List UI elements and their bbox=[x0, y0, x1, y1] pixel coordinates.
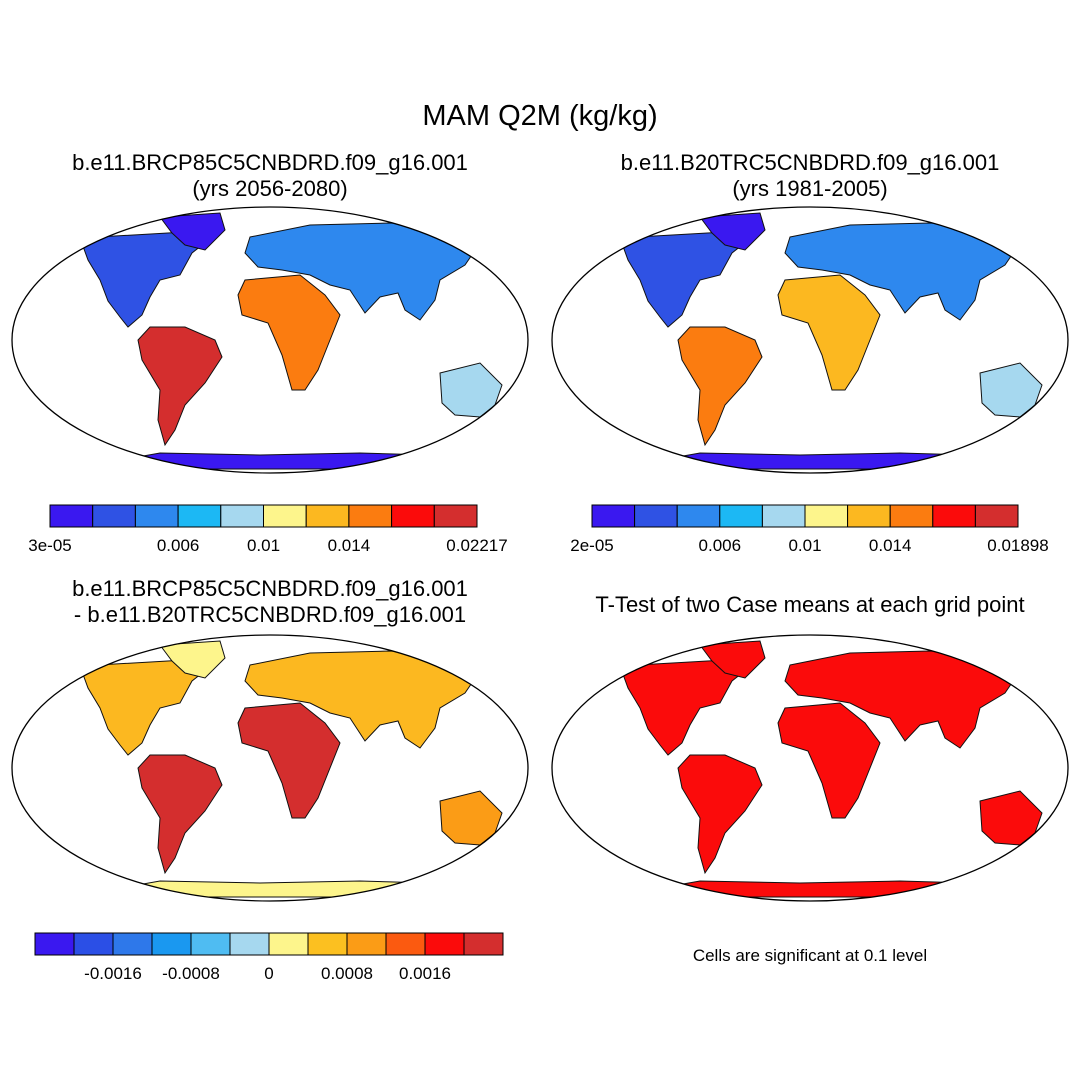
map-ttest bbox=[551, 634, 1069, 902]
panel-title-case1: b.e11.BRCP85C5CNBDRD.f09_g16.001 (yrs 20… bbox=[0, 150, 540, 202]
case1-colorbar-label: 3e-05 bbox=[28, 536, 71, 555]
panel-title-diff-line1: b.e11.BRCP85C5CNBDRD.f09_g16.001 bbox=[72, 576, 468, 601]
diff-colorbar-box bbox=[73, 932, 114, 956]
case2-colorbar-label: 0.01898 bbox=[987, 536, 1048, 555]
panel-title-diff: b.e11.BRCP85C5CNBDRD.f09_g16.001 - b.e11… bbox=[0, 576, 540, 628]
ttest-greenland bbox=[699, 640, 766, 679]
diff-colorbar-box bbox=[424, 932, 465, 956]
panel-title-ttest: T-Test of two Case means at each grid po… bbox=[540, 592, 1080, 618]
panel-title-case2-line1: b.e11.B20TRC5CNBDRD.f09_g16.001 bbox=[620, 150, 1000, 175]
case2-colorbar-box bbox=[974, 504, 1019, 528]
case2-colorbar-box bbox=[591, 504, 636, 528]
ttest-africa bbox=[777, 702, 881, 819]
case2-colorbar-box bbox=[634, 504, 678, 528]
case1-africa bbox=[237, 274, 341, 391]
case1-colorbar-box bbox=[92, 504, 136, 528]
case1-colorbar-box bbox=[134, 504, 179, 528]
case1-colorbar-box bbox=[348, 504, 393, 528]
map-case2 bbox=[551, 206, 1069, 474]
case2-colorbar-box bbox=[804, 504, 849, 528]
significance-note: Cells are significant at 0.1 level bbox=[692, 946, 928, 965]
diff-colorbar-box bbox=[268, 932, 309, 956]
diff-south-america bbox=[137, 754, 223, 875]
case1-colorbar-box bbox=[305, 504, 350, 528]
diff-colorbar-box bbox=[307, 932, 348, 956]
case2-colorbar-box bbox=[761, 504, 806, 528]
colorbar-case2: 2e-05 0.006 0.01 0.014 0.01898 bbox=[570, 504, 1049, 555]
case1-colorbar-box bbox=[177, 504, 222, 528]
case2-map-border bbox=[551, 206, 1069, 474]
case2-colorbar-box bbox=[847, 504, 891, 528]
diff-greenland bbox=[159, 640, 226, 679]
case1-colorbar-box bbox=[433, 504, 478, 528]
diff-map-border bbox=[11, 634, 529, 902]
case1-antarctica bbox=[113, 452, 461, 470]
case2-antarctica bbox=[653, 452, 1001, 470]
diff-colorbar-box bbox=[385, 932, 426, 956]
case1-colorbar-box bbox=[391, 504, 435, 528]
case1-colorbar-box bbox=[49, 504, 94, 528]
case2-colorbar-box bbox=[889, 504, 934, 528]
ttest-south-america bbox=[677, 754, 763, 875]
case2-colorbar-label: 2e-05 bbox=[570, 536, 613, 555]
colorbar-case1: 3e-05 0.006 0.01 0.014 0.02217 bbox=[28, 504, 508, 555]
case1-colorbar-box bbox=[220, 504, 265, 528]
panel-title-case1-line2: (yrs 2056-2080) bbox=[192, 176, 348, 201]
case2-south-america bbox=[677, 326, 763, 447]
case2-colorbar-label: 0.014 bbox=[869, 536, 912, 555]
diff-africa bbox=[237, 702, 341, 819]
diff-colorbar-box bbox=[190, 932, 231, 956]
case1-colorbar-label: 0.014 bbox=[328, 536, 371, 555]
ttest-map-border bbox=[551, 634, 1069, 902]
diff-colorbar-box bbox=[112, 932, 153, 956]
map-case1 bbox=[11, 206, 529, 474]
case2-colorbar-box bbox=[676, 504, 721, 528]
case1-south-america bbox=[137, 326, 223, 447]
map-diff bbox=[11, 634, 529, 902]
case1-colorbar-box bbox=[263, 504, 307, 528]
diff-colorbar-box bbox=[229, 932, 270, 956]
ttest-antarctica bbox=[653, 880, 1001, 898]
diff-colorbar-label: 0 bbox=[264, 964, 273, 983]
diff-colorbar-label: 0.0016 bbox=[399, 964, 451, 983]
panel-title-case1-line1: b.e11.BRCP85C5CNBDRD.f09_g16.001 bbox=[72, 150, 468, 175]
panel-title-diff-line2: - b.e11.B20TRC5CNBDRD.f09_g16.001 bbox=[73, 602, 467, 627]
panel-title-case2-line2: (yrs 1981-2005) bbox=[732, 176, 888, 201]
case1-colorbar-label: 0.01 bbox=[247, 536, 280, 555]
diff-colorbar-label: -0.0008 bbox=[162, 964, 220, 983]
case2-colorbar-label: 0.006 bbox=[699, 536, 742, 555]
main-title: MAM Q2M (kg/kg) bbox=[422, 100, 658, 132]
diff-antarctica bbox=[113, 880, 461, 898]
case2-greenland bbox=[699, 212, 766, 251]
case2-colorbar-box bbox=[932, 504, 976, 528]
diff-colorbar-box bbox=[34, 932, 75, 956]
case2-africa bbox=[777, 274, 881, 391]
diff-colorbar-box bbox=[346, 932, 387, 956]
case2-colorbar-label: 0.01 bbox=[788, 536, 821, 555]
diff-colorbar-label: -0.0016 bbox=[84, 964, 142, 983]
diff-colorbar-box bbox=[463, 932, 504, 956]
case1-colorbar-label: 0.02217 bbox=[446, 536, 507, 555]
panel-title-ttest-line1: T-Test of two Case means at each grid po… bbox=[595, 592, 1025, 617]
case2-colorbar-box bbox=[719, 504, 763, 528]
diff-colorbar-label: 0.0008 bbox=[321, 964, 373, 983]
case1-colorbar-label: 0.006 bbox=[157, 536, 200, 555]
diff-colorbar-box bbox=[151, 932, 192, 956]
case1-greenland bbox=[159, 212, 226, 251]
case1-map-border bbox=[11, 206, 529, 474]
panel-title-case2: b.e11.B20TRC5CNBDRD.f09_g16.001 (yrs 198… bbox=[540, 150, 1080, 202]
colorbar-diff: -0.0016 -0.0008 0 0.0008 0.0016 bbox=[34, 932, 504, 983]
